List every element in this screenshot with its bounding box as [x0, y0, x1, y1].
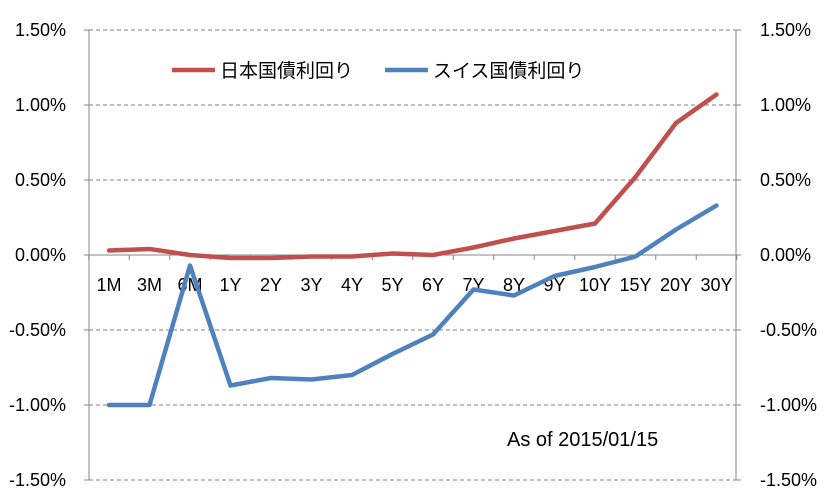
series-line-swiss: [106, 203, 719, 408]
right-tick-labels: -1.50% -1.00% -0.50% 0.00% 0.50% 1.00% 1.50%: [736, 20, 817, 490]
x-tick-label: 6Y: [422, 275, 444, 295]
x-tick-label: 1M: [96, 275, 121, 295]
x-tick-label: 5Y: [381, 275, 403, 295]
left-tick-label: 0.00%: [15, 245, 66, 265]
x-tick-label: 8Y: [503, 275, 525, 295]
left-tick-label: 0.50%: [15, 170, 66, 190]
x-tick-label: 3M: [137, 275, 162, 295]
x-tick-label: 10Y: [579, 275, 611, 295]
as-of-annotation: As of 2015/01/15: [507, 429, 658, 451]
right-tick-label: 0.00%: [760, 245, 811, 265]
x-tick-label: 4Y: [341, 275, 363, 295]
x-tick-label: 2Y: [260, 275, 282, 295]
right-tick-label: -1.00%: [760, 395, 817, 415]
x-tick-label: 20Y: [660, 275, 692, 295]
right-tick-label: 0.50%: [760, 170, 811, 190]
x-tick-label: 3Y: [300, 275, 322, 295]
legend: 日本国債利回り スイス国債利回り: [172, 60, 584, 82]
x-tick-label: 30Y: [700, 275, 732, 295]
right-tick-label: -0.50%: [760, 320, 817, 340]
left-tick-label: -1.00%: [9, 395, 66, 415]
left-tick-label: 1.00%: [15, 95, 66, 115]
right-tick-label: 1.00%: [760, 95, 811, 115]
legend-label-swiss: スイス国債利回り: [433, 60, 584, 82]
x-tick-label: 15Y: [619, 275, 651, 295]
left-tick-label: 1.50%: [15, 20, 66, 40]
gridlines: [89, 29, 736, 481]
legend-label-japan: 日本国債利回り: [220, 60, 353, 82]
series-lines: [106, 92, 719, 408]
right-tick-label: 1.50%: [760, 20, 811, 40]
left-tick-label: -0.50%: [9, 320, 66, 340]
series-line-japan: [106, 92, 719, 261]
left-tick-labels: -1.50% -1.00% -0.50% 0.00% 0.50% 1.00% 1.50%: [9, 20, 89, 490]
left-tick-label: -1.50%: [9, 470, 66, 490]
right-tick-label: -1.50%: [760, 470, 817, 490]
x-tick-label: 1Y: [219, 275, 241, 295]
